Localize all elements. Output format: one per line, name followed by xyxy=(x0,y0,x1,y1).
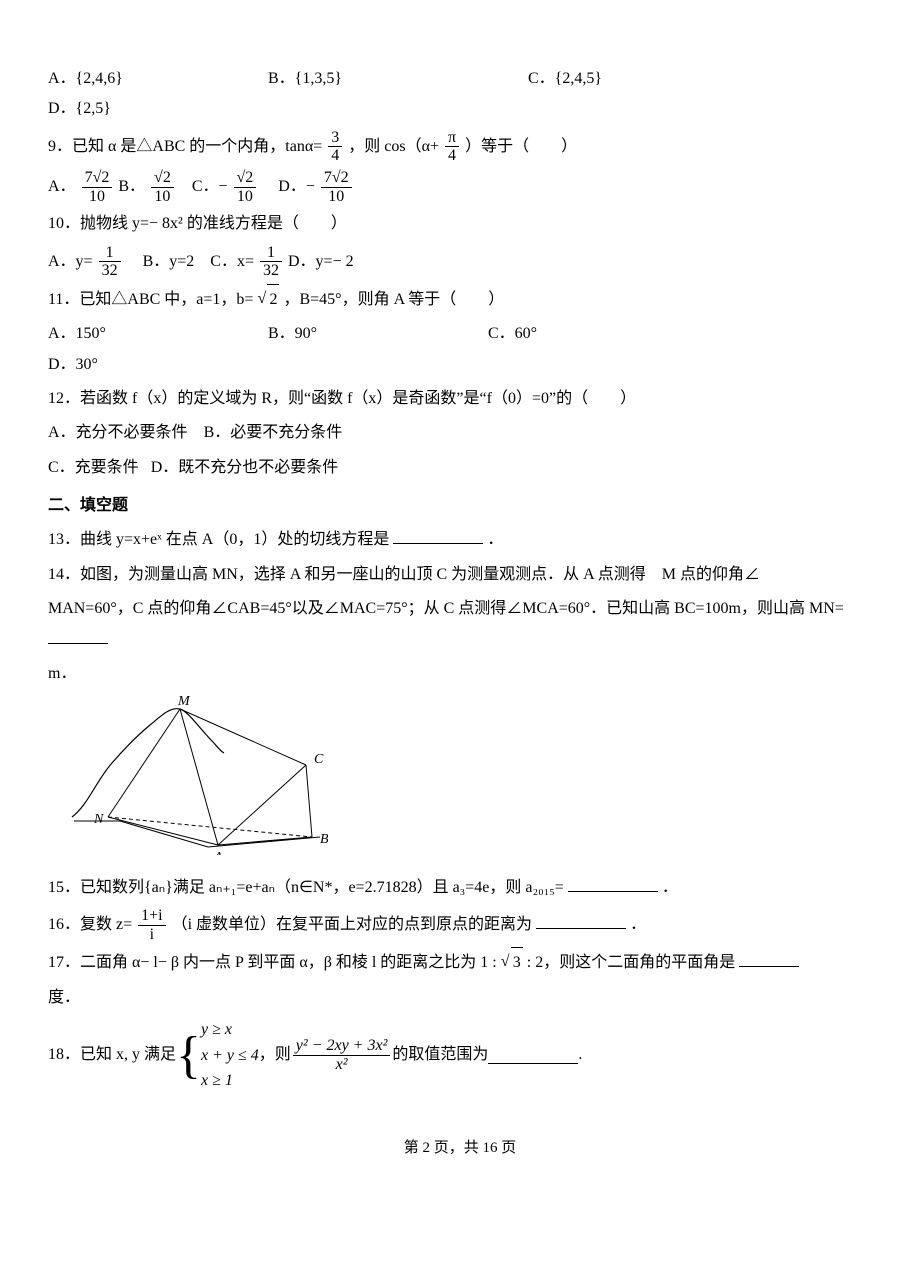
q10-d: D．y=− 2 xyxy=(288,252,354,269)
q11-c: C．60° xyxy=(488,319,708,349)
q17-pre: 17．二面角 α− l− β 内一点 P 到平面 α，β 和棱 l 的距离之比为… xyxy=(48,954,501,971)
q11-post: ，B=45°，则角 A 等于（ ） xyxy=(283,291,504,308)
q12-d: D．既不充分也不必要条件 xyxy=(151,459,339,476)
q10-options: A．y= 1 32 B．y=2 C．x= 1 32 D．y=− 2 xyxy=(48,244,872,280)
q12-line2: C．充要条件 D．既不充分也不必要条件 xyxy=(48,453,872,483)
q14-line1: 14．如图，为测量山高 MN，选择 A 和另一座山的山顶 C 为测量观测点．从 … xyxy=(48,560,872,590)
q18-mid: ，则 xyxy=(259,1040,291,1070)
q9-d-frac: 7√2 10 xyxy=(321,169,352,205)
q18-brace: { xyxy=(176,1030,201,1082)
q16-postpre: （i 虚数单位）在复平面上对应的点到原点的距离为 xyxy=(172,916,532,933)
q13: 13．曲线 y=x+eˣ 在点 A（0，1）处的切线方程是 ． xyxy=(48,525,872,555)
q17-post: 度． xyxy=(48,983,872,1013)
mountain-diagram: M N A B C xyxy=(68,695,328,855)
q13-post: ． xyxy=(487,531,503,548)
svg-text:M: M xyxy=(177,695,191,709)
footer-current: 2 xyxy=(422,1140,430,1156)
q12-stem: 12．若函数 f（x）的定义域为 R，则“函数 f（x）是奇函数”是“f（0）=… xyxy=(48,384,872,414)
page-footer: 第 2 页，共 16 页 xyxy=(48,1134,872,1163)
q18-c3: x ≥ 1 xyxy=(201,1068,259,1094)
q8-opt-b: B．{1,3,5} xyxy=(268,64,528,94)
q11-sqrt: 2 xyxy=(257,284,279,315)
q18-c1: y ≥ x xyxy=(201,1017,259,1043)
q11-b: B．90° xyxy=(268,319,488,349)
section-2-heading: 二、填空题 xyxy=(48,491,872,521)
q17-blank xyxy=(739,950,799,967)
q9-pre: 9．已知 α 是△ABC 的一个内角，tanα= xyxy=(48,138,322,155)
footer-suffix: 页 xyxy=(501,1140,516,1156)
q10-stem: 10．抛物线 y=− 8x² 的准线方程是（ ） xyxy=(48,209,872,239)
q11-stem: 11．已知△ABC 中，a=1，b= 2 ，B=45°，则角 A 等于（ ） xyxy=(48,284,872,315)
q9-b-label: B． xyxy=(118,178,145,195)
q14-line2: MAN=60°，C 点的仰角∠CAB=45°以及∠MAC=75°；从 C 点测得… xyxy=(48,594,872,655)
q18-after: 的取值范围为 xyxy=(392,1040,488,1070)
q9-d-label: D．− xyxy=(278,178,315,195)
q13-blank xyxy=(393,527,483,544)
q11-options: A．150° B．90° C．60° D．30° xyxy=(48,319,872,380)
q14-figure: M N A B C xyxy=(68,695,872,866)
q15: 15．已知数列{aₙ}满足 aₙ₊₁=e+aₙ（n∈N*，e=2.71828）且… xyxy=(48,873,872,903)
q18-pre: 18．已知 x, y 满足 xyxy=(48,1040,176,1070)
q11-pre: 11．已知△ABC 中，a=1，b= xyxy=(48,291,253,308)
svg-text:C: C xyxy=(314,752,324,767)
q13-pre: 13．曲线 y=x+eˣ 在点 A（0，1）处的切线方程是 xyxy=(48,531,389,548)
q16-frac: 1+i i xyxy=(138,907,165,943)
q16-blank xyxy=(536,912,626,929)
q8-opt-c: C．{2,4,5} xyxy=(528,64,788,94)
q17-sqrt: 3 xyxy=(501,947,523,978)
q9-stem: 9．已知 α 是△ABC 的一个内角，tanα= 3 4 ，则 cos（α+ π… xyxy=(48,129,872,165)
footer-total: 16 xyxy=(483,1140,498,1156)
q15-blank xyxy=(568,875,658,892)
q9-arg-frac: π 4 xyxy=(445,129,459,165)
q18-c2: x + y ≤ 4 xyxy=(201,1043,259,1069)
q9-tan-frac: 3 4 xyxy=(328,129,342,165)
svg-text:B: B xyxy=(320,832,328,847)
q10-b: B．y=2 xyxy=(143,252,195,269)
q9-post: ）等于（ ） xyxy=(465,138,577,155)
q9-c-frac: √2 10 xyxy=(234,169,257,205)
q12-b: B．必要不充分条件 xyxy=(204,424,343,441)
q8-options: A．{2,4,6} B．{1,3,5} C．{2,4,5} D．{2,5} xyxy=(48,64,872,125)
footer-prefix: 第 xyxy=(404,1140,423,1156)
q15-post: ． xyxy=(662,879,678,896)
q9-b-frac: √2 10 xyxy=(151,169,174,205)
q18-post: . xyxy=(578,1040,582,1070)
q15-pre: 15．已知数列{aₙ}满足 aₙ₊₁=e+aₙ（n∈N*，e=2.71828）且… xyxy=(48,879,564,896)
q11-d: D．30° xyxy=(48,350,268,380)
svg-text:N: N xyxy=(93,812,104,827)
q16-post: ． xyxy=(630,916,646,933)
q10-a-label: A．y= xyxy=(48,252,93,269)
q9-options: A． 7√2 10 B． √2 10 C．− √2 10 D．− 7√2 10 xyxy=(48,169,872,205)
q10-a-frac: 1 32 xyxy=(99,244,121,280)
svg-text:A: A xyxy=(213,850,223,855)
q9-a-label: A． xyxy=(48,178,76,195)
q9-c-label: C．− xyxy=(192,178,228,195)
q9-mid: ，则 cos（α+ xyxy=(348,138,439,155)
q18-frac: y² − 2xy + 3x² x² xyxy=(293,1037,391,1073)
q14-line2-pre: MAN=60°，C 点的仰角∠CAB=45°以及∠MAC=75°；从 C 点测得… xyxy=(48,600,844,617)
q17: 17．二面角 α− l− β 内一点 P 到平面 α，β 和棱 l 的距离之比为… xyxy=(48,947,872,978)
q18-blank xyxy=(488,1047,578,1064)
q14-line3: m． xyxy=(48,659,872,689)
q12-line1: A．充分不必要条件 B．必要不充分条件 xyxy=(48,418,872,448)
q12-c: C．充要条件 xyxy=(48,459,139,476)
q11-a: A．150° xyxy=(48,319,268,349)
q16-pre: 16．复数 z= xyxy=(48,916,132,933)
q8-opt-a: A．{2,4,6} xyxy=(48,64,268,94)
q10-c-frac: 1 32 xyxy=(260,244,282,280)
q14-blank xyxy=(48,627,108,644)
footer-mid: 页，共 xyxy=(434,1140,483,1156)
q12-a: A．充分不必要条件 xyxy=(48,424,188,441)
q18: 18．已知 x, y 满足 { y ≥ x x + y ≤ 4 x ≥ 1 ，则… xyxy=(48,1017,872,1094)
q16: 16．复数 z= 1+i i （i 虚数单位）在复平面上对应的点到原点的距离为 … xyxy=(48,907,872,943)
q8-opt-d: D．{2,5} xyxy=(48,94,268,124)
q10-c-label: C．x= xyxy=(210,252,254,269)
q9-a-frac: 7√2 10 xyxy=(82,169,113,205)
q17-mid: : 2，则这个二面角的平面角是 xyxy=(527,954,735,971)
